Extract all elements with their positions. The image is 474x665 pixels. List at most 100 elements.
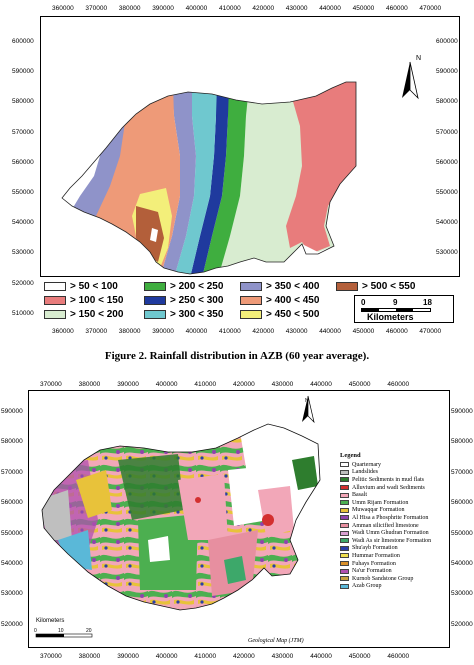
geo-x-tick-top-410000: 410000	[194, 381, 217, 388]
rainfall-legend-item: > 100 < 150	[44, 295, 123, 306]
north-label-2: N	[305, 398, 309, 404]
x-tick-bottom-410000: 410000	[219, 328, 241, 335]
legend-swatch	[240, 296, 262, 305]
legend-label: > 250 < 300	[170, 295, 224, 306]
geology-legend-item: Quarternary	[340, 461, 444, 469]
rainfall-legend-item: > 400 < 450	[240, 295, 319, 306]
legend-swatch	[340, 568, 349, 574]
legend-label: Fuhays Formation	[352, 560, 396, 567]
legend-swatch	[44, 296, 66, 305]
geo-y-tick-right-520000: 520000	[451, 620, 473, 628]
rainfall-legend-item: > 500 < 550	[336, 281, 415, 292]
geo-y-tick-left-530000: 530000	[1, 590, 23, 598]
legend-label: Kurnob Sandstone Group	[352, 575, 414, 582]
y-tick-left-570000: 570000	[12, 128, 34, 136]
scale-tick-0: 0	[361, 298, 366, 307]
y-tick-left-520000: 520000	[12, 279, 34, 287]
y-tick-left-600000: 600000	[12, 38, 34, 45]
legend-label: Amman silicified limestone	[352, 522, 419, 529]
legend-swatch	[240, 310, 262, 319]
geo-y-tick-right-540000: 540000	[451, 560, 473, 567]
rainfall-legend-item: > 150 < 200	[44, 309, 123, 320]
y-tick-right-590000: 590000	[436, 68, 458, 76]
x-tick-top-470000: 470000	[419, 5, 442, 12]
geo-x-tick-bottom-450000: 450000	[348, 653, 371, 660]
x-tick-top-370000: 370000	[85, 5, 108, 12]
legend-label: Landslides	[352, 469, 378, 476]
x-tick-top-460000: 460000	[386, 5, 408, 12]
legend-swatch	[340, 500, 349, 506]
y-tick-left-540000: 540000	[12, 219, 34, 227]
geology-scale-tick-20: 20	[86, 628, 92, 634]
legend-swatch	[340, 523, 349, 529]
geo-y-tick-right-530000: 530000	[451, 590, 473, 598]
legend-label: Azab Group	[352, 583, 382, 590]
legend-label: > 150 < 200	[70, 309, 124, 320]
legend-label: Umm Rijam Formation	[352, 499, 409, 506]
legend-label: > 50 < 100	[70, 281, 118, 292]
rainfall-legend-item: > 200 < 250	[144, 281, 223, 292]
geo-x-tick-top-460000: 460000	[387, 381, 410, 388]
x-tick-bottom-400000: 400000	[185, 328, 208, 335]
legend-label: > 450 < 500	[266, 309, 320, 320]
geology-legend-item: Azab Group	[340, 583, 444, 591]
scale-tick-9: 9	[393, 298, 398, 307]
geology-legend-item: Pelitic Sediments in mud flats	[340, 476, 444, 484]
rainfall-legend-item: > 250 < 300	[144, 295, 223, 306]
x-tick-bottom-390000: 390000	[152, 328, 174, 335]
rainfall-legend-item: > 50 < 100	[44, 281, 118, 292]
legend-label: Hummar Formation	[352, 552, 400, 559]
legend-swatch	[340, 561, 349, 567]
x-tick-bottom-470000: 470000	[419, 328, 442, 335]
legend-label: > 300 < 350	[170, 309, 224, 320]
legend-label: Pelitic Sediments in mud flats	[352, 476, 424, 483]
legend-label: > 500 < 550	[362, 281, 416, 292]
legend-label: > 350 < 400	[266, 281, 320, 292]
basin-outline	[61, 81, 357, 275]
geology-scale-tick-0: 0	[34, 628, 37, 634]
north-arrow-icon	[402, 61, 419, 100]
geology-legend: Legend Quarternary Landslides Pelitic Sedi…	[340, 452, 444, 590]
rainfall-map-svg: N	[61, 55, 421, 275]
geo-x-tick-top-450000: 450000	[348, 381, 371, 388]
y-tick-left-530000: 530000	[12, 249, 34, 257]
legend-swatch	[144, 310, 166, 319]
geology-legend-item: Wadi As sir limestone Formation	[340, 537, 444, 545]
legend-swatch	[340, 507, 349, 513]
legend-label: Wadi Umm Ghudran Formation	[352, 530, 429, 537]
legend-swatch	[340, 492, 349, 498]
geology-legend-item: Amman silicified limestone	[340, 522, 444, 530]
y-tick-right-530000: 530000	[436, 249, 458, 257]
geology-map-svg: N Kilometers 0 10 20 Geological Map (JTM…	[34, 395, 321, 644]
legend-label: Quarternary	[352, 461, 381, 468]
legend-swatch	[340, 462, 349, 468]
geo-y-tick-left-520000: 520000	[1, 620, 23, 628]
legend-swatch	[340, 545, 349, 551]
geo-x-tick-top-400000: 400000	[155, 381, 178, 388]
scale-tick-18: 18	[423, 298, 432, 307]
figure-caption: Figure 2. Rainfall distribution in AZB (…	[104, 350, 370, 362]
geology-legend-item: Basalt	[340, 491, 444, 499]
legend-swatch	[340, 538, 349, 544]
y-tick-right-570000: 570000	[436, 128, 458, 136]
geology-map-credit: Geological Map (JTM)	[248, 637, 304, 644]
geology-scale-title: Kilometers	[36, 618, 64, 624]
legend-label: > 400 < 450	[266, 295, 320, 306]
legend-swatch	[240, 282, 262, 291]
north-label: N	[416, 55, 421, 62]
geology-legend-item: Wadi Umm Ghudran Formation	[340, 529, 444, 537]
x-tick-bottom-370000: 370000	[85, 328, 108, 335]
rainfall-legend: > 50 < 100 > 100 < 150 > 150 < 200 > 200 < …	[40, 276, 460, 326]
scale-bar-graphic	[361, 308, 431, 312]
x-tick-top-410000: 410000	[219, 5, 241, 12]
x-tick-bottom-380000: 380000	[118, 328, 141, 335]
rainfall-legend-item: > 350 < 400	[240, 281, 319, 292]
y-tick-right-600000: 600000	[436, 38, 458, 45]
geology-legend-item: Na'ur Formation	[340, 567, 444, 575]
legend-swatch	[340, 485, 349, 491]
x-tick-bottom-460000: 460000	[386, 328, 408, 335]
scale-unit: Kilometers	[367, 312, 414, 322]
legend-swatch	[144, 296, 166, 305]
legend-swatch	[340, 553, 349, 559]
geology-legend-item: Shu'ayb Formation	[340, 545, 444, 553]
